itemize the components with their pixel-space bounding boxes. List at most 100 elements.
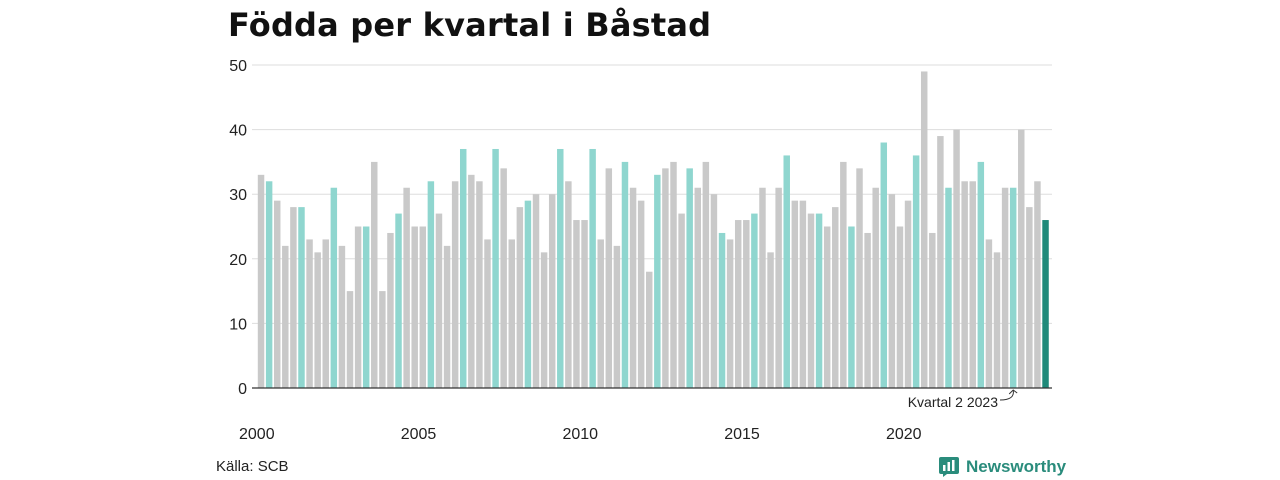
bar [815, 213, 823, 388]
bar [977, 161, 985, 388]
bar [346, 291, 354, 388]
bar [751, 213, 758, 388]
bar [265, 181, 273, 388]
x-tick-label: 2020 [886, 426, 922, 443]
bar [807, 213, 815, 388]
bar [969, 181, 976, 388]
bar [937, 136, 944, 388]
bar [362, 226, 370, 388]
y-tick-label: 20 [229, 252, 247, 269]
bars [257, 71, 1049, 389]
bar [985, 239, 993, 388]
bar [775, 187, 782, 388]
bar [621, 161, 629, 388]
bar [387, 232, 394, 388]
bar [1026, 207, 1033, 388]
bar [1018, 129, 1025, 388]
bar [298, 207, 305, 388]
bar [468, 174, 475, 388]
y-tick-label: 30 [229, 187, 247, 204]
bar [637, 200, 645, 388]
bar [330, 187, 338, 388]
bar [1001, 187, 1009, 388]
bar [718, 232, 726, 388]
bar [484, 239, 491, 388]
bar [314, 252, 321, 388]
bar [613, 245, 621, 388]
bar [694, 187, 702, 388]
bar [451, 181, 459, 388]
bar [435, 213, 443, 388]
bar [823, 226, 831, 388]
bar [864, 232, 871, 388]
bar [565, 181, 572, 388]
bar [953, 129, 960, 388]
y-tick-label: 10 [229, 316, 247, 333]
bar [548, 194, 556, 388]
bar [848, 226, 855, 388]
bar [791, 200, 799, 388]
bar [476, 181, 483, 388]
bar [629, 187, 637, 388]
y-tick-label: 50 [229, 58, 247, 75]
bar [734, 220, 742, 388]
y-tick-label: 0 [238, 381, 247, 398]
bar [1042, 220, 1049, 388]
bar [371, 161, 378, 388]
bar [273, 200, 281, 388]
bar [880, 142, 888, 388]
bar [961, 181, 968, 388]
bar [516, 207, 524, 388]
bar [443, 245, 451, 388]
bar [354, 226, 362, 388]
bar [403, 187, 410, 388]
bar [920, 71, 928, 389]
bar [524, 200, 532, 388]
annotation-label: Kvartal 2 2023 [908, 394, 998, 410]
bar [710, 194, 718, 388]
bar [427, 181, 435, 388]
bar [856, 168, 863, 388]
bar [1009, 187, 1017, 388]
bar-chart: 0 10 20 30 40 50 2000 2005 2010 2015 2020 Kvartal… [229, 58, 1052, 443]
bar [840, 161, 847, 388]
x-tick-label: 2010 [562, 426, 598, 443]
bar [767, 252, 774, 388]
bar [662, 168, 669, 388]
bar [799, 200, 807, 388]
bar [832, 207, 839, 388]
brand-name: Newsworthy [966, 457, 1067, 476]
annotation-arrow [999, 389, 1014, 401]
bar [322, 239, 329, 388]
bar [573, 220, 580, 388]
bar [702, 161, 710, 388]
bar [492, 148, 499, 388]
bar [912, 155, 920, 388]
bar [945, 187, 952, 388]
newsworthy-icon [939, 457, 959, 477]
bar [589, 148, 596, 388]
bar [500, 168, 507, 388]
bar [459, 148, 467, 388]
bar [338, 245, 346, 388]
bar [540, 252, 548, 388]
bar [872, 187, 879, 388]
bar [508, 239, 515, 388]
bar [257, 174, 265, 388]
x-axis-labels: 2000 2005 2010 2015 2020 [239, 426, 922, 443]
bar [395, 213, 402, 388]
bar [282, 245, 289, 388]
bar [290, 207, 297, 388]
bar [597, 239, 604, 388]
chart-title: Födda per kvartal i Båstad [228, 6, 712, 44]
x-tick-label: 2000 [239, 426, 275, 443]
y-axis-labels: 0 10 20 30 40 50 [229, 58, 247, 398]
brand-logo: Newsworthy [938, 456, 1066, 478]
bar [783, 155, 790, 388]
latest-annotation: Kvartal 2 2023 [908, 389, 1018, 410]
bar [929, 232, 936, 388]
bar [759, 187, 766, 388]
x-tick-label: 2015 [724, 426, 760, 443]
bar [726, 239, 734, 388]
bar [888, 194, 896, 388]
